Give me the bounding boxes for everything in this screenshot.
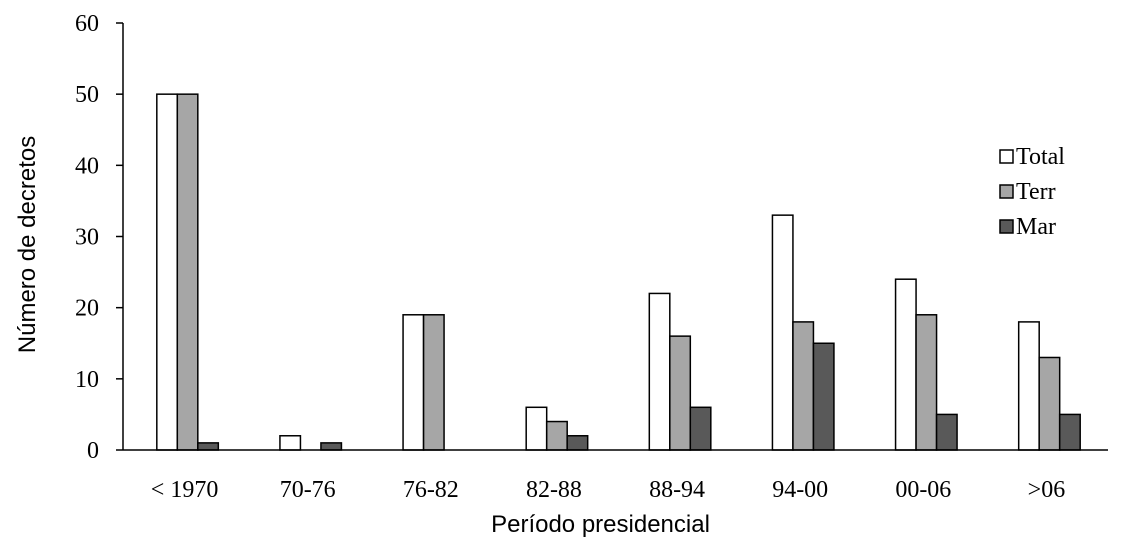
bar-mar [566, 435, 589, 451]
bar-mar [689, 406, 712, 451]
y-tick-label: 10 [75, 367, 99, 393]
x-axis-ticks: < 1970 70-76 76-82 82-88 88-94 94-00 00-06 >06 [151, 477, 1065, 503]
bar-total [279, 435, 302, 451]
bar-mar [1058, 413, 1081, 451]
x-tick-label: 00-06 [895, 477, 951, 503]
legend-label-total: Total [1016, 144, 1065, 170]
bar-total [1017, 321, 1040, 451]
bar-total [771, 214, 794, 451]
y-tick-label: 50 [75, 82, 99, 108]
y-tick-label: 60 [75, 11, 99, 37]
bar-mar [935, 413, 958, 451]
legend: Total Terr Mar [999, 144, 1065, 240]
y-tick-label: 30 [75, 225, 99, 251]
bar-mar [812, 342, 835, 451]
x-tick-label: 82-88 [526, 477, 582, 503]
x-tick-label: >06 [1028, 477, 1066, 503]
legend-label-mar: Mar [1016, 214, 1056, 240]
legend-swatch-terr [999, 184, 1014, 199]
y-tick-label: 40 [75, 153, 99, 179]
x-tick-label: < 1970 [151, 477, 219, 503]
bar-total [894, 278, 917, 451]
x-axis-title: Período presidencial [491, 511, 710, 538]
y-tick-label: 0 [87, 438, 99, 464]
bar-total [156, 93, 179, 451]
bar-mar [197, 442, 220, 451]
y-axis-title: Número de decretos [14, 136, 41, 353]
bar-terr [176, 93, 199, 451]
y-axis-ticks: 0 10 20 30 40 50 60 [75, 11, 123, 464]
bar-total [402, 314, 425, 451]
bar-total [525, 406, 548, 451]
bar-total [648, 292, 671, 451]
bar-terr [422, 314, 445, 451]
bars [156, 93, 1081, 451]
bar-terr [1038, 356, 1061, 451]
bar-terr [792, 321, 815, 451]
legend-swatch-mar [999, 219, 1014, 234]
legend-swatch-total [999, 149, 1014, 164]
x-tick-label: 70-76 [280, 477, 336, 503]
y-tick-label: 20 [75, 296, 99, 322]
bar-terr [669, 335, 692, 451]
bar-mar [320, 442, 343, 451]
bar-terr [545, 420, 568, 451]
x-tick-label: 88-94 [649, 477, 705, 503]
bar-terr [915, 314, 938, 451]
x-tick-label: 94-00 [772, 477, 828, 503]
legend-label-terr: Terr [1016, 179, 1056, 205]
x-tick-label: 76-82 [403, 477, 459, 503]
